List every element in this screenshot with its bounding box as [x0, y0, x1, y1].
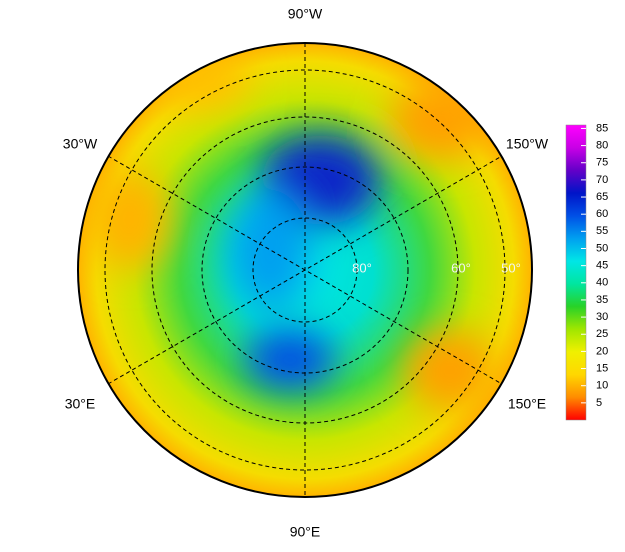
colorbar-tick-label: 50	[596, 242, 608, 254]
latitude-label: 80°	[352, 260, 372, 275]
latitude-label: 60°	[451, 260, 471, 275]
colorbar-tick-label: 80	[596, 139, 608, 151]
longitude-label: 90°E	[290, 524, 321, 540]
longitude-label: 90°W	[288, 6, 323, 22]
map-border	[77, 42, 533, 498]
colorbar-tick-label: 35	[596, 294, 608, 306]
longitude-label: 30°W	[63, 136, 98, 152]
colorbar-tick-label: 10	[596, 380, 608, 392]
longitude-label: 30°E	[65, 396, 96, 412]
colorbar-tick-label: 65	[596, 191, 608, 203]
colorbar	[565, 124, 587, 421]
colorbar-tick-label: 70	[596, 174, 608, 186]
colorbar-tick-label: 15	[596, 362, 608, 374]
colorbar-tick-label: 30	[596, 311, 608, 323]
colorbar-tick-label: 75	[596, 157, 608, 169]
colorbar-tick-label: 25	[596, 328, 608, 340]
longitude-label: 150°W	[506, 136, 549, 152]
colorbar-tick-label: 60	[596, 208, 608, 220]
colorbar-tick-label: 55	[596, 225, 608, 237]
colorbar-tick-label: 20	[596, 345, 608, 357]
field	[78, 43, 532, 497]
colorbar-tick-label: 40	[596, 277, 608, 289]
colorbar-tick-label: 45	[596, 260, 608, 272]
latitude-label: 50°	[501, 260, 521, 275]
colorbar-tick-label: 85	[596, 122, 608, 134]
longitude-label: 150°E	[508, 396, 546, 412]
colorbar-tick-label: 5	[596, 397, 602, 409]
